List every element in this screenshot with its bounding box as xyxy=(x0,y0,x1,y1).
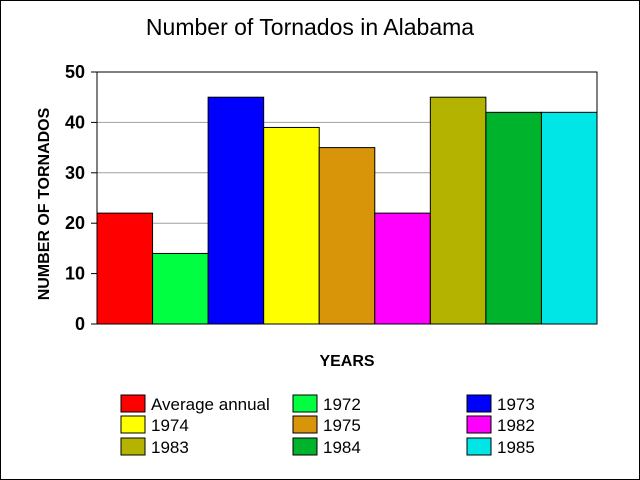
legend-item: 1983 xyxy=(120,437,189,457)
legend-label: 1975 xyxy=(323,416,361,435)
y-tick-label: 50 xyxy=(65,62,85,82)
legend-item: Average annual xyxy=(120,394,270,414)
bar-1982 xyxy=(374,212,431,325)
legend-item: 1975 xyxy=(292,415,361,435)
bar-1984 xyxy=(485,111,542,325)
legend: Average annual 1972 1973 1974 1975 1982 1983 19… xyxy=(120,394,535,457)
legend-item: 1984 xyxy=(292,437,361,457)
legend-item: 1985 xyxy=(466,437,535,457)
bar-1974 xyxy=(263,126,320,325)
bar-1973 xyxy=(207,96,265,325)
y-axis-ticks: 0 10 20 30 40 50 xyxy=(65,62,97,334)
y-tick-label: 30 xyxy=(65,163,85,183)
legend-item: 1973 xyxy=(466,394,535,414)
y-tick-label: 10 xyxy=(65,264,85,284)
chart-title: Number of Tornados in Alabama xyxy=(146,14,474,40)
legend-swatch xyxy=(120,415,146,434)
y-tick-label: 0 xyxy=(75,314,85,334)
bar-1983 xyxy=(429,96,487,325)
plot-area xyxy=(96,71,598,325)
bar-1972 xyxy=(152,252,209,325)
bar-1985 xyxy=(540,111,598,325)
legend-label: 1985 xyxy=(497,438,535,457)
legend-label: 1984 xyxy=(323,438,361,457)
legend-label: 1973 xyxy=(497,395,535,414)
legend-item: 1982 xyxy=(466,415,535,435)
legend-swatch xyxy=(292,437,318,456)
y-tick-label: 40 xyxy=(65,112,85,132)
legend-swatch xyxy=(120,394,146,413)
y-axis-label: NUMBER OF TORNADOS xyxy=(36,107,53,300)
legend-label: Average annual xyxy=(151,395,270,414)
legend-item: 1974 xyxy=(120,415,189,435)
legend-label: 1983 xyxy=(151,438,189,457)
legend-label: 1974 xyxy=(151,416,189,435)
bar-1975 xyxy=(318,147,376,325)
legend-swatch xyxy=(292,415,318,434)
legend-swatch xyxy=(466,394,492,413)
legend-swatch xyxy=(466,437,492,456)
legend-swatch xyxy=(292,394,318,413)
legend-label: 1982 xyxy=(497,416,535,435)
y-tick-label: 20 xyxy=(65,213,85,233)
bars xyxy=(96,96,598,325)
legend-item: 1972 xyxy=(292,394,361,414)
bar-average-annual xyxy=(96,212,154,325)
x-axis-label: YEARS xyxy=(319,353,374,370)
legend-swatch xyxy=(466,415,492,434)
legend-label: 1972 xyxy=(323,395,361,414)
legend-swatch xyxy=(120,437,146,456)
